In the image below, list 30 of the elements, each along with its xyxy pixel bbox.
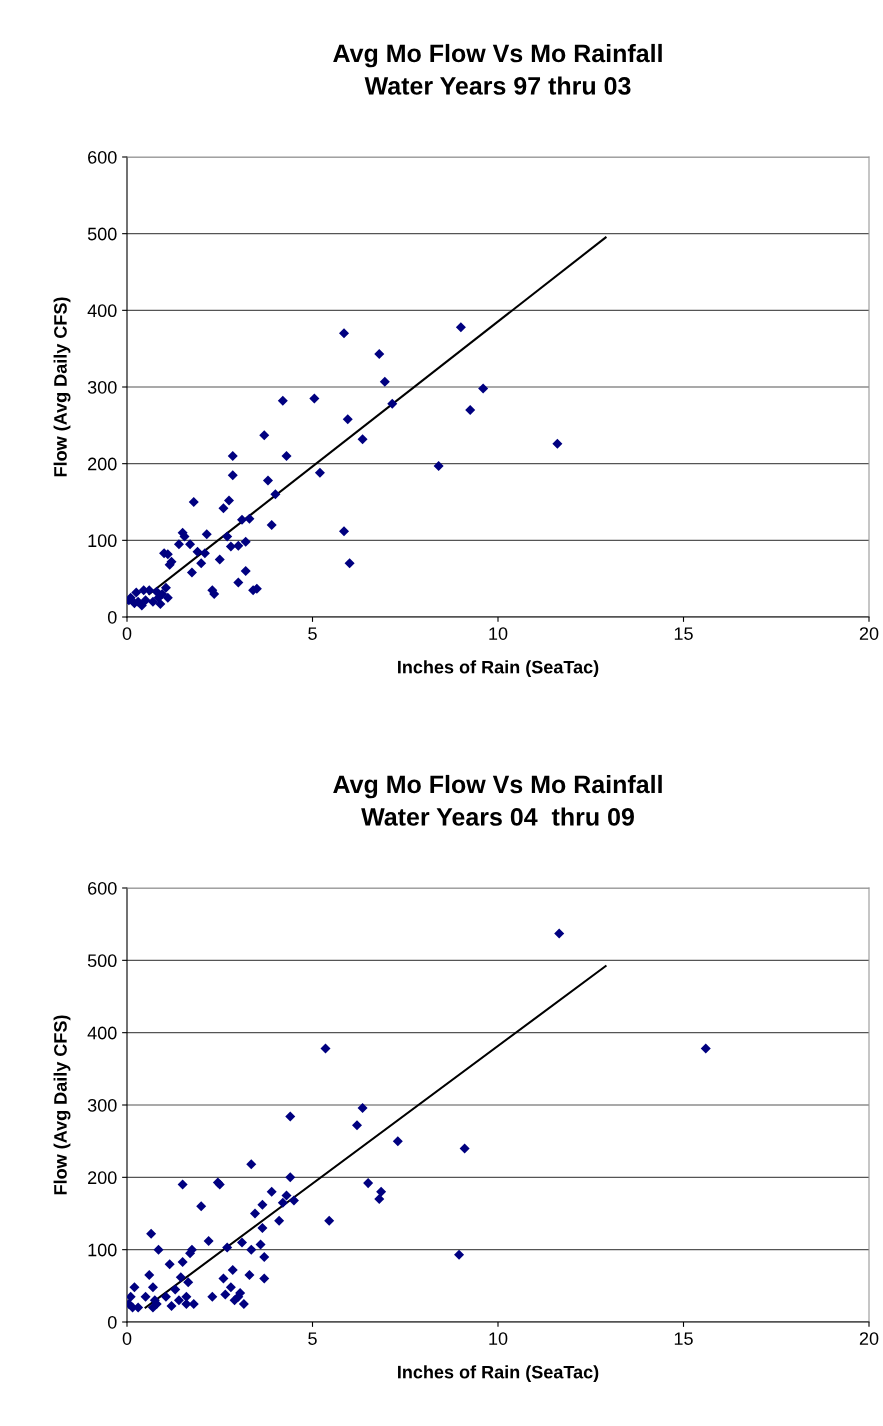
- y-tick-label: 100: [88, 1243, 117, 1257]
- y-tick-label: 100: [88, 534, 117, 548]
- chart-title: Avg Mo Flow Vs Mo Rainfall Water Years 97 thru 03: [333, 43, 662, 95]
- x-tick-label: 15: [674, 627, 693, 640]
- y-tick-label: 300: [87, 380, 117, 394]
- y-tick-label: 0: [107, 1315, 117, 1329]
- x-tick-label: 15: [674, 1332, 693, 1345]
- y-tick-label: 400: [87, 1026, 117, 1040]
- x-tick-label: 10: [489, 1332, 508, 1345]
- x-tick-label: 20: [859, 627, 879, 640]
- x-tick-label: 0: [122, 627, 132, 640]
- y-tick-label: 600: [88, 150, 117, 164]
- y-tick-label: 500: [87, 227, 117, 241]
- y-tick-label: 0: [107, 610, 117, 624]
- x-tick-label: 10: [489, 627, 508, 640]
- y-tick-label: 600: [88, 881, 117, 895]
- y-tick-label: 400: [87, 304, 117, 318]
- y-axis-title: Flow (Avg Daily CFS): [53, 297, 71, 477]
- x-tick-label: 5: [308, 1332, 317, 1345]
- x-tick-label: 20: [859, 1332, 879, 1345]
- y-tick-label: 200: [88, 1171, 117, 1185]
- x-axis-title: Inches of Rain (SeaTac): [398, 660, 599, 678]
- x-tick-label: 0: [122, 1332, 132, 1345]
- y-tick-label: 200: [88, 457, 117, 471]
- y-tick-label: 300: [87, 1098, 117, 1112]
- x-tick-label: 5: [308, 627, 317, 640]
- x-axis-title: Inches of Rain (SeaTac): [398, 1365, 599, 1383]
- chart-title: Avg Mo Flow Vs Mo Rainfall Water Years 04 thru 09: [333, 774, 662, 826]
- y-tick-label: 500: [87, 954, 117, 968]
- y-axis-title: Flow (Avg Daily CFS): [53, 1015, 71, 1195]
